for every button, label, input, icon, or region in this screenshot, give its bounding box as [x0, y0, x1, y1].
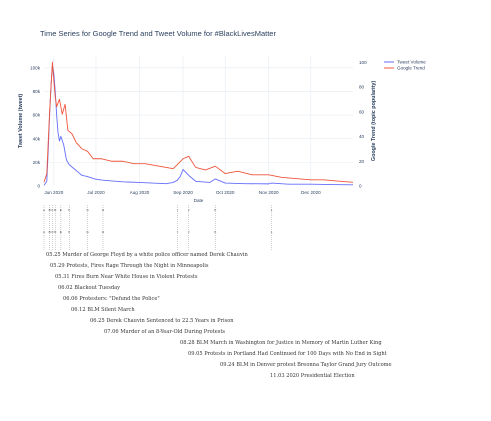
event-annotation: 08.28 BLM March in Washington for Justic… [180, 340, 382, 346]
y-left-tick-label: 60k [33, 113, 41, 118]
event-annotation: 06.25 Derek Chauvin Sentenced to 22.5 Ye… [90, 318, 234, 324]
y-right-tick-label: 80 [359, 85, 365, 90]
y-right-tick-label: 40 [359, 134, 365, 139]
y-right-tick-label: 100 [359, 60, 367, 65]
event-marker-letter: H [102, 208, 104, 212]
x-tick-label: Oct 2020 [216, 190, 235, 195]
x-tick-label: Jun 2020 [44, 190, 63, 195]
legend-entry: Tweet Volume [397, 60, 426, 65]
event-annotation: 06.06 Protesters: "Defund the Police" [63, 296, 160, 302]
legend-entry: Google Trend [397, 66, 425, 71]
event-marker-letter-lower: G [86, 230, 89, 234]
y-left-tick-label: 40k [33, 136, 41, 141]
event-marker-letter: F [68, 208, 70, 212]
event-marker-letter-lower: L [271, 230, 273, 234]
series-layer [43, 61, 354, 186]
y-left-axis-title: Tweet Volume (tweet) [18, 94, 24, 149]
plot-area [44, 56, 353, 186]
y-right-tick-label: 60 [359, 109, 365, 114]
x-axis-title: Date [194, 198, 204, 203]
y-left-tick-label: 80k [33, 89, 41, 94]
event-marker-letter: J [188, 208, 190, 212]
event-marker-letter: B [49, 208, 51, 212]
event-marker-letter: E [60, 208, 62, 212]
event-annotation: 09.24 BLM in Denver protest Breonna Tayl… [220, 362, 392, 368]
event-marker-letter-lower: D [54, 230, 57, 234]
event-marker-letter: C [51, 208, 54, 212]
event-annotation: 06.02 Blackout Tuesday [58, 285, 120, 291]
event-marker-letter: A [43, 208, 45, 212]
event-marker-letter: G [86, 208, 89, 212]
y-right-tick-label: 20 [359, 159, 365, 164]
event-annotation: 05.31 Fires Burn Near White House in Vio… [55, 274, 198, 280]
event-marker-letter-lower: I [177, 230, 178, 234]
event-marker-letter: I [177, 208, 178, 212]
event-marker-letter: L [271, 208, 273, 212]
plot-background [44, 56, 353, 186]
x-tick-label: Sep 2020 [173, 190, 193, 195]
event-annotation: 05.25 Murder of George Floyd by a white … [46, 252, 248, 258]
event-annotation: 05.29 Protests, Fires Rage Through the N… [50, 263, 209, 269]
event-marker-letter-lower: C [51, 230, 54, 234]
event-annotation: 09.05 Protests in Portland Had Continued… [188, 351, 387, 357]
event-annotations: 05.25 Murder of George Floyd by a white … [46, 252, 392, 379]
chart-title: Time Series for Google Trend and Tweet V… [40, 29, 276, 38]
y-left-tick-label: 100k [30, 65, 41, 70]
event-marker-letter-lower: J [188, 230, 190, 234]
y-right-tick-label: 0 [359, 184, 362, 189]
event-marker-letter-lower: F [68, 230, 70, 234]
x-tick-label: Dec 2020 [301, 190, 321, 195]
tweet-volume-line [43, 64, 354, 186]
x-tick-label: Nov 2020 [259, 190, 279, 195]
x-tick-label: Aug 2020 [130, 190, 150, 195]
event-annotation: 06.12 BLM Silent March [71, 307, 135, 313]
event-marker-letter: D [54, 208, 57, 212]
event-marker-letter-lower: A [43, 230, 45, 234]
x-tick-label: Jul 2020 [87, 190, 105, 195]
axes: 0 20k 40k 60k 80k 100k 0 20 40 60 80 100 Jun 2020 Jul… [18, 60, 377, 203]
event-marker-letter-lower: H [102, 230, 104, 234]
event-marker-letter-lower: K [214, 230, 216, 234]
google-trend-line [43, 61, 354, 183]
y-left-tick-label: 0 [37, 184, 40, 189]
y-left-tick-label: 20k [33, 160, 41, 165]
y-right-axis-title: Google Trend (topic popularity) [371, 81, 377, 161]
event-annotation: 07.06 Murder of an 8-Year-Old During Pro… [104, 329, 225, 335]
event-marker-letter-lower: E [60, 230, 62, 234]
event-marker-letter-lower: B [49, 230, 51, 234]
event-annotation: 11.03 2020 Presidential Election [270, 373, 355, 379]
event-marker-letter: K [214, 208, 216, 212]
